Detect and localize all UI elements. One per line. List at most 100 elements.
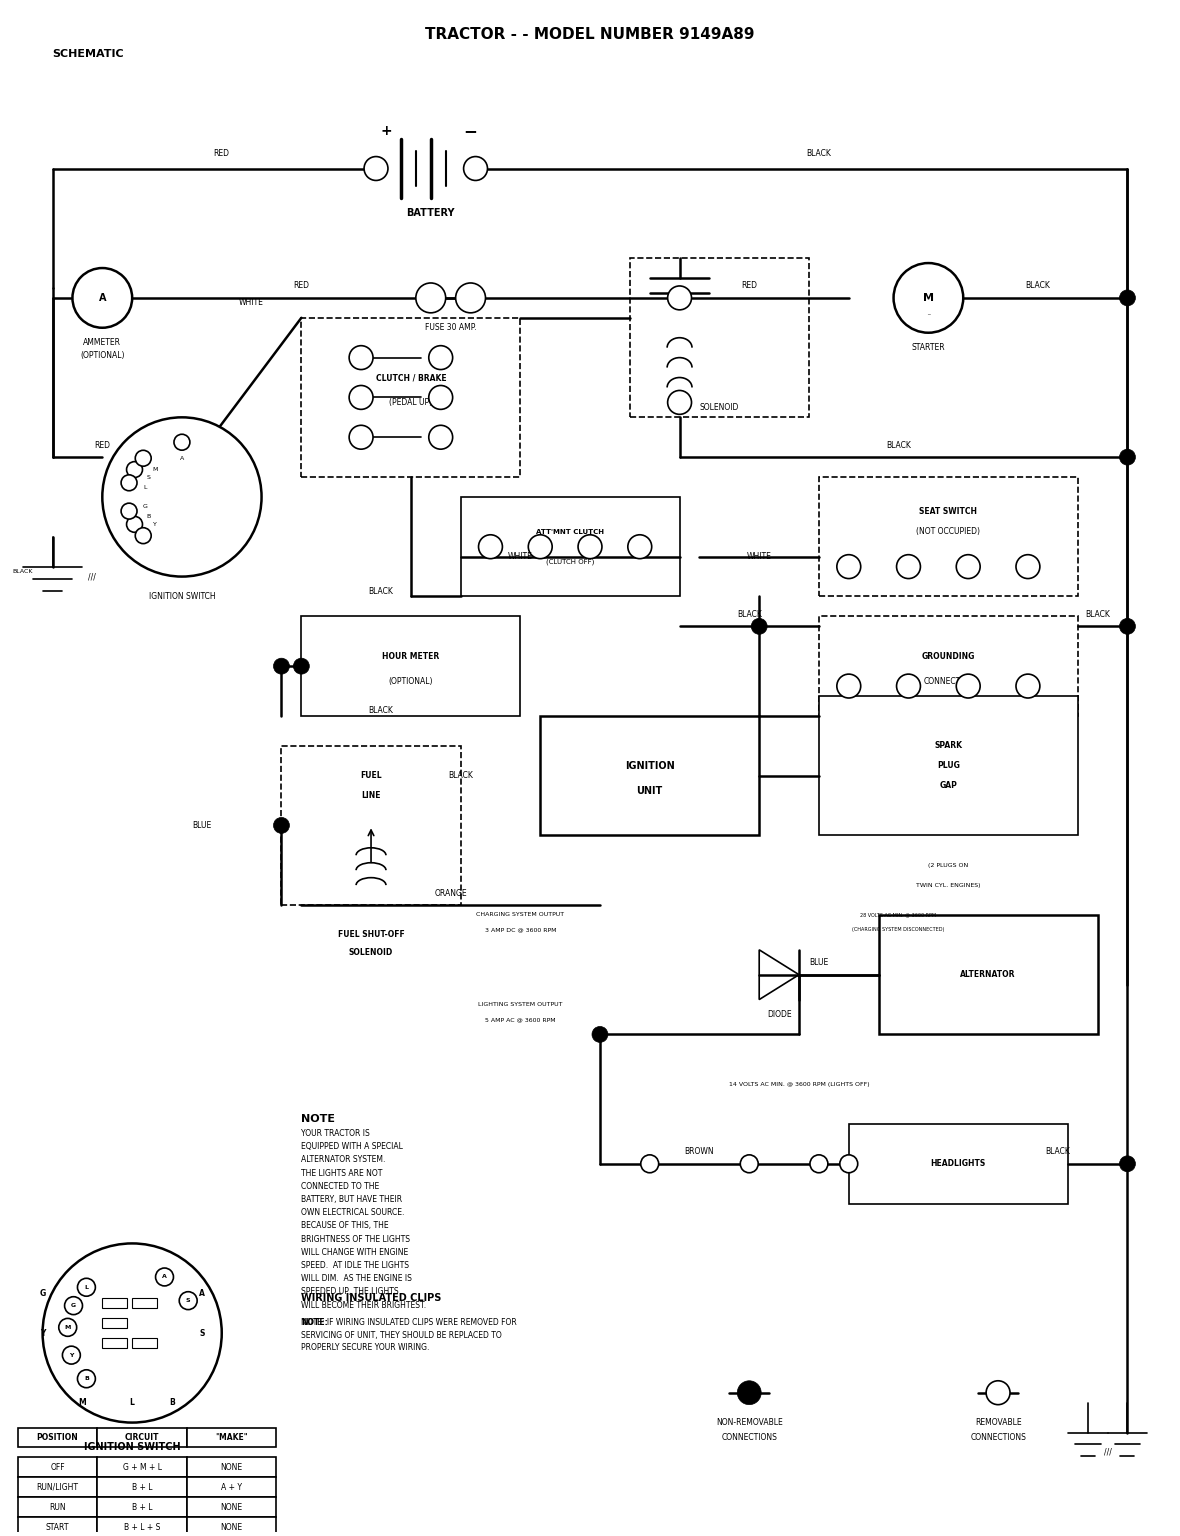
Text: BLUE: BLUE [192, 820, 211, 829]
Circle shape [78, 1278, 96, 1296]
Text: Y: Y [70, 1353, 73, 1358]
Text: (PEDAL UP): (PEDAL UP) [389, 398, 432, 407]
Text: CIRCUIT: CIRCUIT [125, 1433, 159, 1442]
Circle shape [428, 346, 453, 370]
Circle shape [668, 286, 691, 310]
Circle shape [668, 390, 691, 415]
Text: RED: RED [94, 441, 110, 450]
Circle shape [897, 674, 920, 697]
Circle shape [179, 1292, 197, 1310]
Text: BLACK: BLACK [13, 570, 33, 574]
Text: A: A [199, 1289, 205, 1298]
Circle shape [72, 269, 132, 327]
Bar [848, 1124, 1068, 1204]
Text: BLACK: BLACK [368, 707, 393, 716]
Text: OFF: OFF [51, 1462, 65, 1471]
Text: G: G [39, 1289, 46, 1298]
Circle shape [956, 554, 981, 579]
Text: NOTE: NOTE [301, 1114, 335, 1124]
Text: FUEL SHUT-OFF: FUEL SHUT-OFF [337, 931, 405, 940]
Text: FUSE 30 AMP.: FUSE 30 AMP. [425, 323, 477, 332]
Text: BLACK: BLACK [368, 587, 393, 596]
Circle shape [126, 462, 143, 478]
Text: (OPTIONAL): (OPTIONAL) [80, 352, 125, 359]
Bar [18, 1458, 97, 1478]
Text: (CHARGING SYSTEM DISCONNECTED): (CHARGING SYSTEM DISCONNECTED) [852, 928, 945, 932]
Circle shape [136, 450, 151, 467]
Text: AMMETER: AMMETER [84, 338, 122, 347]
Circle shape [809, 1155, 828, 1174]
Bar [18, 1498, 97, 1518]
Circle shape [1120, 449, 1135, 465]
Text: L: L [130, 1398, 135, 1407]
Text: B + L + S: B + L + S [124, 1522, 160, 1531]
Text: CONNECTIONS: CONNECTIONS [721, 1433, 778, 1442]
Text: WHITE: WHITE [507, 551, 532, 561]
Text: (2 PLUGS ON: (2 PLUGS ON [929, 863, 969, 868]
Text: BLACK: BLACK [1025, 281, 1050, 290]
Text: L: L [85, 1284, 88, 1290]
Text: +: + [380, 124, 392, 138]
Bar [819, 616, 1077, 716]
Text: UNIT: UNIT [636, 785, 663, 796]
Bar [97, 1518, 186, 1536]
Bar [301, 318, 520, 478]
Text: NONE: NONE [221, 1462, 243, 1471]
Bar [97, 1478, 186, 1498]
Bar [103, 1318, 127, 1329]
Bar [301, 616, 520, 716]
Text: RUN/LIGHT: RUN/LIGHT [37, 1482, 79, 1491]
Text: S: S [186, 1298, 190, 1303]
Text: SPARK: SPARK [935, 742, 963, 750]
Text: NOTE: IF WIRING INSULATED CLIPS WERE REMOVED FOR
SERVICING OF UNIT, THEY SHOULD : NOTE: IF WIRING INSULATED CLIPS WERE REM… [301, 1318, 517, 1352]
Text: HOUR METER: HOUR METER [382, 651, 439, 660]
Text: IGNITION SWITCH: IGNITION SWITCH [84, 1442, 181, 1453]
Text: LIGHTING SYSTEM OUTPUT: LIGHTING SYSTEM OUTPUT [478, 1001, 563, 1008]
Circle shape [428, 386, 453, 410]
Text: Y: Y [40, 1329, 45, 1338]
Bar [879, 915, 1097, 1034]
Text: B: B [84, 1376, 88, 1381]
Bar [103, 1298, 127, 1309]
Bar [18, 1478, 97, 1498]
Text: BLACK: BLACK [1086, 610, 1110, 619]
Bar [186, 1458, 276, 1478]
Text: CONNECTIONS: CONNECTIONS [970, 1433, 1025, 1442]
Circle shape [641, 1155, 658, 1174]
Text: NONE: NONE [221, 1502, 243, 1511]
Circle shape [156, 1269, 173, 1286]
Text: A: A [179, 456, 184, 461]
Circle shape [274, 817, 289, 834]
Text: BLACK: BLACK [806, 149, 832, 158]
Text: B: B [146, 513, 151, 519]
Circle shape [415, 283, 446, 313]
Text: RED: RED [294, 281, 309, 290]
Text: B + L: B + L [132, 1502, 152, 1511]
Text: 3 AMP DC @ 3600 RPM: 3 AMP DC @ 3600 RPM [485, 928, 556, 932]
Text: RUN: RUN [50, 1502, 66, 1511]
Circle shape [1120, 619, 1135, 634]
Bar [186, 1518, 276, 1536]
Circle shape [1016, 554, 1040, 579]
Text: WHITE: WHITE [240, 298, 264, 307]
Bar [97, 1458, 186, 1478]
Text: BLACK: BLACK [886, 441, 911, 450]
Text: "MAKE": "MAKE" [215, 1433, 248, 1442]
Circle shape [349, 386, 373, 410]
Bar [103, 1338, 127, 1349]
Text: 5 AMP AC @ 3600 RPM: 5 AMP AC @ 3600 RPM [485, 1017, 556, 1021]
Text: Y: Y [153, 522, 157, 527]
Circle shape [956, 674, 981, 697]
Text: −: − [464, 121, 478, 140]
Text: TWIN CYL. ENGINES): TWIN CYL. ENGINES) [916, 883, 981, 888]
Circle shape [1016, 674, 1040, 697]
Text: SOLENOID: SOLENOID [700, 402, 739, 412]
Text: A: A [99, 293, 106, 303]
Text: BROWN: BROWN [684, 1147, 714, 1157]
Bar [282, 746, 460, 905]
Text: S: S [146, 475, 151, 481]
Circle shape [365, 157, 388, 180]
Text: BLACK: BLACK [736, 610, 761, 619]
Text: DIODE: DIODE [767, 1011, 792, 1018]
Bar [97, 1498, 186, 1518]
